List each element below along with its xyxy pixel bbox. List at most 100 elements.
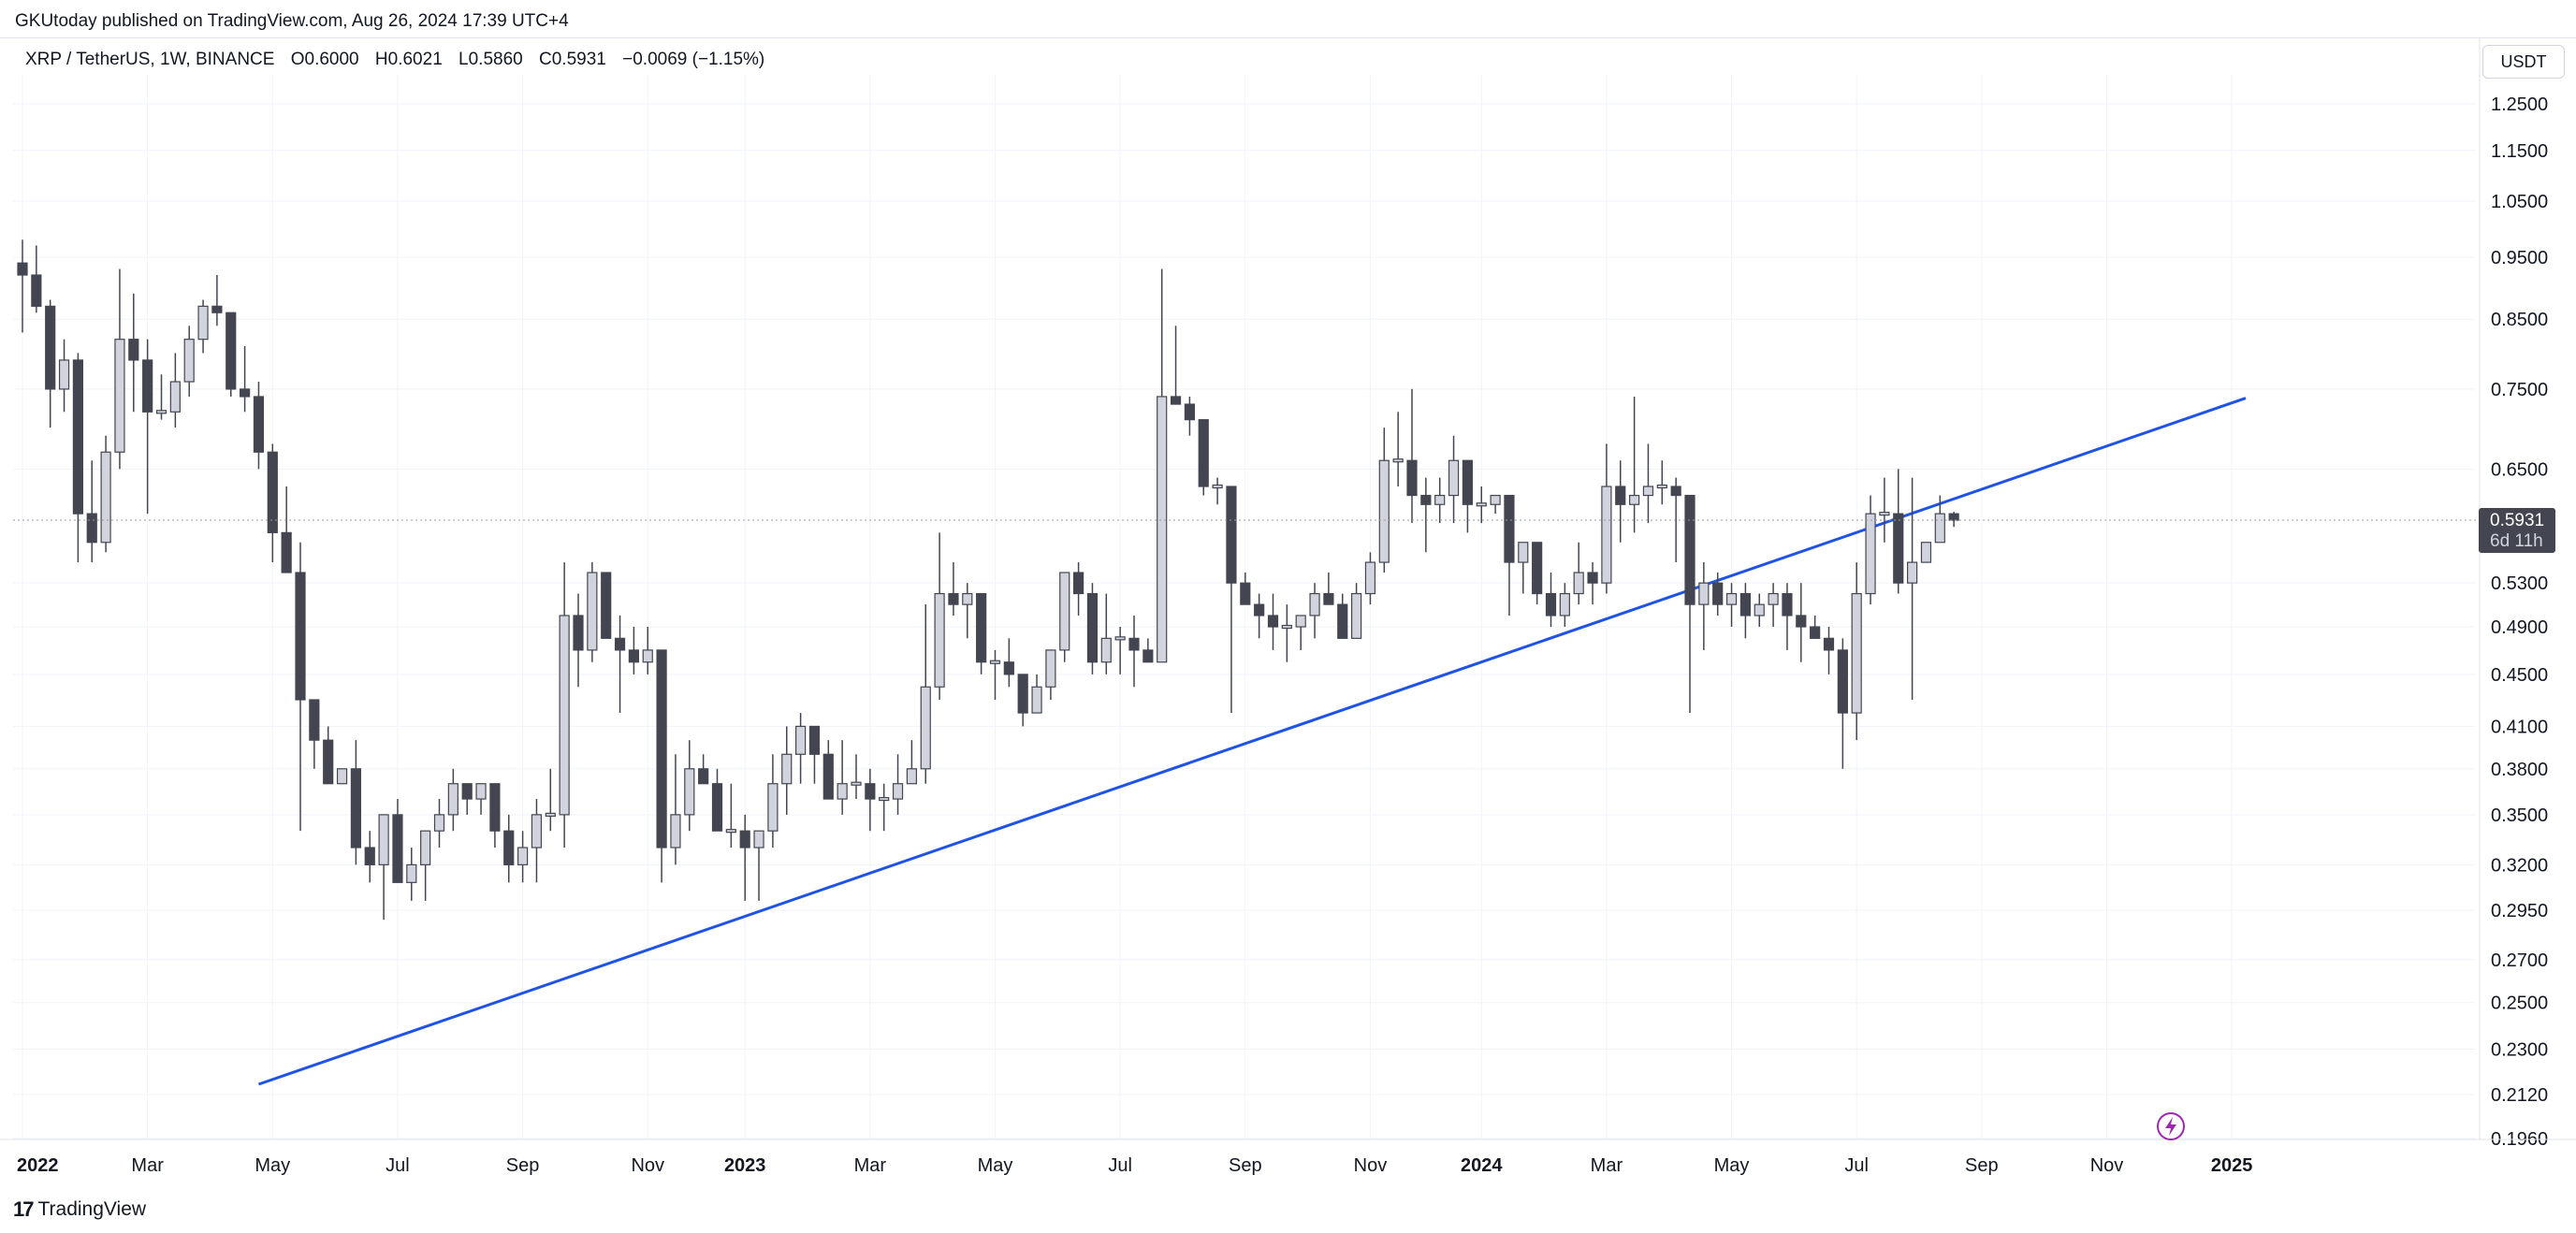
candle-body	[1309, 592, 1320, 616]
candle-body	[1295, 615, 1306, 628]
candle-body	[1698, 582, 1710, 605]
candle	[406, 848, 417, 901]
candle	[1879, 477, 1890, 543]
candle-body	[1157, 396, 1168, 663]
candle-body	[489, 783, 501, 832]
candle	[1462, 459, 1474, 533]
candle	[851, 754, 862, 800]
candle-body	[934, 592, 945, 688]
footer-brand: 17 TradingView	[13, 1197, 146, 1222]
candle	[1309, 583, 1320, 639]
candle	[447, 768, 458, 832]
candle-body	[100, 451, 111, 544]
candle	[1448, 435, 1460, 524]
candle	[1642, 443, 1654, 524]
candle-body	[1865, 513, 1876, 595]
candle	[906, 740, 918, 785]
candle	[1532, 542, 1543, 605]
high-value: H0.6021	[374, 50, 443, 69]
candle-body	[892, 783, 904, 800]
candle-body	[517, 847, 529, 865]
header-divider	[0, 37, 2576, 38]
candle-body	[1392, 458, 1404, 463]
time-tick-label: Nov	[2090, 1155, 2124, 1176]
candle	[336, 768, 348, 785]
candle-body	[879, 796, 890, 802]
candle-body	[808, 725, 821, 755]
candle-body	[197, 305, 209, 341]
candle-body	[45, 305, 56, 390]
candle	[1684, 494, 1696, 714]
candle-body	[1893, 513, 1904, 584]
candle	[295, 542, 306, 832]
candle	[1754, 593, 1765, 628]
candle	[1573, 542, 1584, 605]
price-tick-label: 0.5300	[2491, 573, 2548, 594]
candle-body	[684, 768, 695, 816]
candle	[1628, 396, 1640, 533]
candle	[45, 299, 56, 428]
candle	[670, 754, 681, 865]
candle	[767, 754, 779, 849]
candle	[1212, 477, 1223, 505]
candle-body	[767, 783, 779, 832]
candle	[698, 754, 709, 785]
candle	[489, 783, 501, 849]
candle-body	[86, 513, 97, 544]
candle	[1810, 615, 1821, 639]
price-tick-label: 0.2300	[2491, 1040, 2548, 1061]
flash-icon[interactable]	[2157, 1112, 2185, 1140]
flash-icon-bolt	[2165, 1117, 2176, 1136]
candle-body	[851, 781, 862, 786]
candle	[1725, 583, 1738, 628]
candle-body	[1879, 512, 1890, 516]
candle-body	[725, 829, 736, 834]
price-axis: 1.2500 1.1500 1.0500 0.9500 0.8500 0.7500 0.65…	[2491, 94, 2548, 1150]
candle-body	[31, 274, 42, 307]
change-value: −0.0069 (−1.15%)	[622, 50, 765, 69]
candle	[267, 443, 278, 563]
currency-button[interactable]: USDT	[2482, 45, 2565, 79]
candle	[240, 345, 251, 413]
candle-body	[142, 359, 153, 413]
candle	[183, 326, 195, 397]
candle	[711, 768, 723, 832]
candle-body	[794, 725, 807, 755]
candle-body	[962, 592, 973, 605]
candle-body	[1184, 403, 1196, 421]
candle	[1003, 638, 1014, 688]
candle-body	[1642, 486, 1654, 497]
candle-body	[1059, 572, 1070, 651]
candle	[1434, 477, 1446, 524]
price-tick-label: 1.1500	[2491, 141, 2548, 162]
candle	[1142, 638, 1154, 663]
candle	[1157, 268, 1168, 663]
candle	[1476, 486, 1487, 524]
candle	[378, 814, 389, 921]
candle	[1392, 412, 1404, 487]
candle	[1559, 583, 1570, 628]
candle	[725, 783, 736, 849]
time-tick-label: Jul	[386, 1155, 410, 1176]
candle-body	[1948, 513, 1959, 521]
candle-body	[295, 572, 306, 701]
candle	[1059, 572, 1070, 662]
candle	[656, 649, 667, 883]
candle	[948, 562, 959, 616]
candle	[128, 293, 139, 413]
candle-body	[587, 572, 598, 651]
candle-body	[211, 305, 223, 313]
candle-body	[1920, 542, 1932, 563]
candle-body	[1462, 459, 1474, 505]
candle-body	[17, 262, 28, 276]
candle-body	[920, 686, 931, 770]
candle-body	[461, 783, 473, 800]
candle-body	[1100, 637, 1112, 663]
candle	[309, 699, 320, 769]
grid-lines	[13, 75, 2475, 1139]
candle-body	[1504, 494, 1515, 563]
candle-body	[1739, 592, 1752, 616]
candle-body	[1684, 494, 1696, 605]
candle-body	[1254, 603, 1265, 616]
